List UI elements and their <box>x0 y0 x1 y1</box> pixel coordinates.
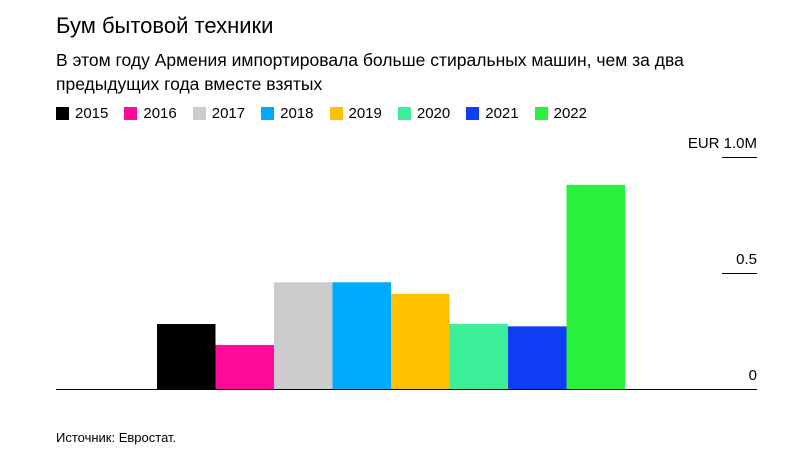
legend-label: 2016 <box>143 104 177 122</box>
y-tick-label: EUR 1.0M <box>688 135 757 152</box>
legend: 2015 2016 2017 2018 2019 2020 2021 2022 <box>56 103 587 123</box>
bar-2020 <box>449 324 508 389</box>
source-note: Источник: Евростат. <box>56 430 177 445</box>
legend-swatch <box>329 106 343 120</box>
legend-swatch <box>397 106 411 120</box>
legend-swatch <box>124 106 138 120</box>
y-tick-label: 0.5 <box>736 251 757 268</box>
legend-label: 2022 <box>553 104 587 122</box>
bar-2018 <box>332 282 391 389</box>
legend-item-2022: 2022 <box>534 104 587 122</box>
legend-swatch <box>466 106 480 120</box>
legend-label: 2018 <box>280 104 314 122</box>
legend-label: 2021 <box>485 104 519 122</box>
legend-item-2016: 2016 <box>124 104 177 122</box>
legend-swatch <box>192 106 206 120</box>
bars-group <box>157 184 625 389</box>
chart-title: Бум бытовой техники <box>56 13 274 38</box>
bar-2021 <box>508 326 567 389</box>
y-tick-label: 0 <box>749 367 757 384</box>
bar-2017 <box>274 282 333 389</box>
legend-item-2015: 2015 <box>56 105 108 122</box>
bar-2016 <box>215 344 274 389</box>
legend-item-2019: 2019 <box>329 104 382 122</box>
legend-label: 2020 <box>416 104 451 122</box>
legend-swatch <box>56 106 69 120</box>
legend-item-2021: 2021 <box>466 104 519 122</box>
y-axis: 0 0.5 EUR 1.0M <box>688 135 757 384</box>
bar-2019 <box>391 293 450 389</box>
legend-label: 2019 <box>348 104 382 122</box>
legend-swatch <box>261 106 275 120</box>
legend-label: 2017 <box>211 104 246 122</box>
bar-chart: 0 0.5 EUR 1.0M <box>56 135 757 390</box>
chart-subtitle: В этом году Армения импортировала больше… <box>56 50 684 94</box>
legend-label: 2015 <box>75 104 109 122</box>
bar-2015 <box>157 324 216 389</box>
legend-swatch <box>534 106 548 120</box>
legend-item-2020: 2020 <box>397 104 451 122</box>
legend-item-2017: 2017 <box>192 104 246 122</box>
legend-item-2018: 2018 <box>261 104 314 122</box>
bar-2022 <box>566 184 625 389</box>
